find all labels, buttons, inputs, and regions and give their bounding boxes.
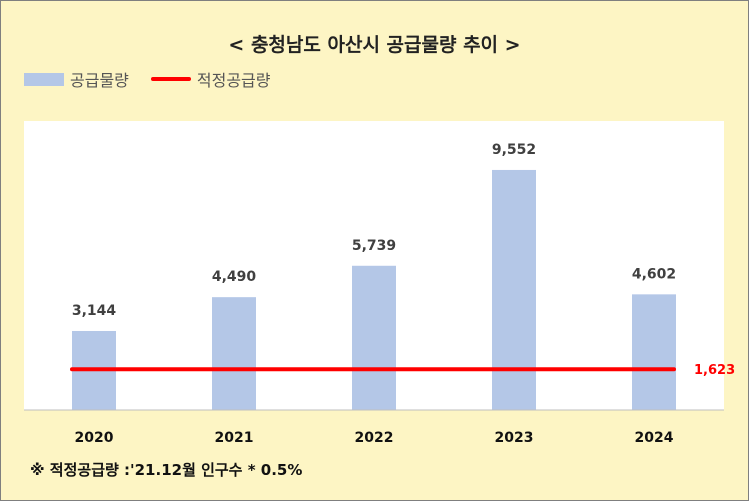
- legend-label-adequate: 적정공급량: [196, 71, 271, 90]
- legend: 공급물량 적정공급량: [24, 66, 271, 92]
- data-label-2023: 9,552: [492, 142, 536, 158]
- data-label-2022: 5,739: [352, 238, 396, 254]
- bar-2024: [632, 294, 676, 410]
- x-tick-2022: 2022: [355, 430, 394, 446]
- footnote: ※ 적정공급량 :'21.12월 인구수 * 0.5%: [30, 461, 303, 479]
- data-label-2021: 4,490: [212, 269, 257, 285]
- chart-title: < 충청남도 아산시 공급물량 추이 >: [228, 34, 521, 56]
- bar-2022: [352, 265, 396, 410]
- data-label-2024: 4,602: [632, 266, 676, 282]
- x-tick-2023: 2023: [495, 430, 534, 446]
- data-label-adequate-supply: 1,623: [694, 363, 735, 378]
- legend-swatch-adequate: [150, 77, 191, 81]
- legend-swatch-supply: [24, 72, 64, 86]
- legend-label-supply: 공급물량: [70, 71, 129, 90]
- x-tick-2020: 2020: [75, 430, 114, 446]
- data-label-2020: 3,144: [72, 303, 117, 319]
- bar-2021: [212, 297, 256, 410]
- x-tick-2021: 2021: [215, 430, 254, 446]
- x-tick-2024: 2024: [635, 430, 674, 446]
- bar-2023: [492, 169, 536, 410]
